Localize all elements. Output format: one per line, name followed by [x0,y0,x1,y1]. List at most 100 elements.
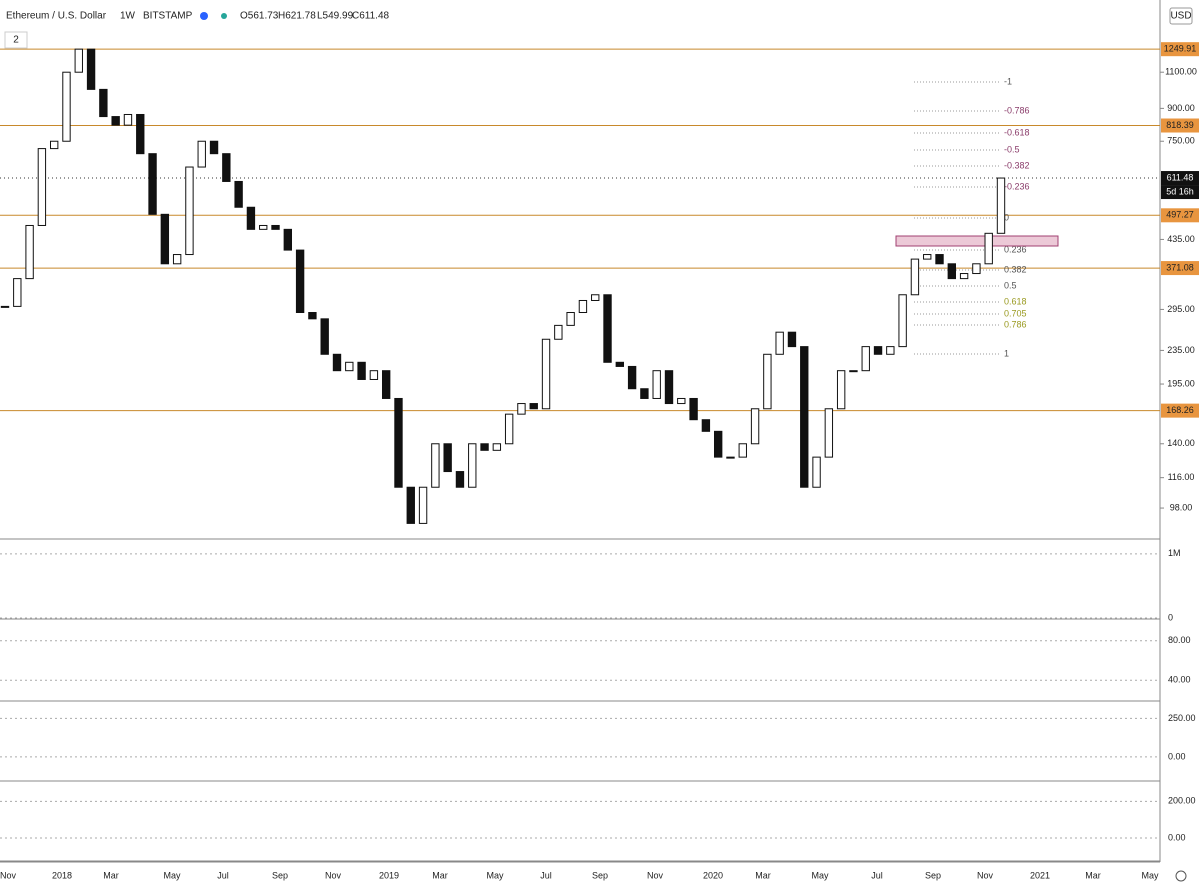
fib-label: 0.236 [1004,244,1027,254]
candle-body [836,370,846,410]
candle-body [517,403,526,415]
x-tick-label: Jul [217,870,229,880]
candle-body [750,408,760,445]
candle-body [259,224,268,230]
y-tick-label: 98.00 [1170,502,1193,512]
fib-label: -0.236 [1004,181,1030,191]
pane-button[interactable] [4,31,28,49]
candle-body [591,294,600,301]
x-tick-label: May [811,870,829,880]
x-tick-label: Jul [871,870,883,880]
candle-body [713,430,723,458]
zone [895,235,1059,247]
candle-body [345,361,354,372]
level-label-bg [1161,42,1199,57]
y-tick-label: 200.00 [1168,796,1196,806]
settings-icon[interactable] [1175,870,1187,882]
candle-body [775,331,784,355]
candle-body [726,456,735,459]
candle-body [566,312,575,326]
fib-label: -0.382 [1004,160,1030,170]
x-tick-label: Mar [432,870,448,880]
candle-body [74,48,83,73]
candle-body [861,346,870,372]
x-tick-label: Jul [540,870,552,880]
candle-body [37,148,47,226]
level-label: 371.08 [1166,262,1194,272]
level-label-bg [1161,261,1199,276]
x-tick-label: May [163,870,181,880]
fib-label: 0.382 [1004,264,1027,274]
currency[interactable]: USD [1170,11,1191,22]
x-tick-label: 2020 [703,870,723,880]
candle-body [886,346,895,355]
candle-body [246,206,256,230]
pane-count[interactable]: 2 [13,35,19,46]
candle-body [25,224,34,280]
ohlc-value: O561.73 [240,11,279,22]
price-axis-bg [1160,0,1200,891]
candle-body [972,263,981,275]
fib-label: 0.5 [1004,280,1017,290]
y-tick-label: 0.00 [1168,832,1186,842]
status-icon [200,12,208,20]
candle-body [996,177,1006,234]
x-tick-label: 2019 [379,870,399,880]
candle-body [504,413,514,445]
x-tick-label: 2021 [1030,870,1050,880]
y-tick-label: 40.00 [1168,675,1191,685]
candle-body [209,140,219,155]
candle-body [738,443,747,458]
candle-body [111,116,120,126]
y-tick-label: 0 [1168,612,1173,622]
candle-body [283,228,293,251]
level-label: 818.39 [1166,120,1194,130]
candle-body [381,370,391,399]
candle-body [910,258,920,296]
candle-body [148,153,157,215]
candle-body [812,456,821,488]
candle-body [86,48,96,90]
y-tick-label: 750.00 [1167,136,1195,146]
candle-body [320,318,329,355]
candle-body [406,486,415,524]
fib-label: -0.786 [1004,105,1030,115]
candle-body [849,370,858,373]
x-tick-label: Sep [925,870,941,880]
ohlc-value: C611.48 [352,11,390,22]
candle-body [136,113,145,155]
candle-body [123,113,133,126]
x-tick-label: Sep [592,870,608,880]
currency-button[interactable] [1169,7,1193,25]
y-tick-label: 116.00 [1168,472,1195,482]
fib-label: -1 [1004,76,1012,86]
x-tick-label: Mar [103,870,119,880]
candle-body [443,443,452,473]
candle-body [603,294,612,363]
countdown: 5d 16h [1166,186,1194,196]
candle-body [701,419,711,432]
y-tick-label: 195.00 [1167,378,1195,388]
fib-label: 1 [1004,348,1009,358]
candle-body [455,471,465,488]
fib-label: 0 [1004,212,1009,222]
candle-body [480,443,489,451]
level-label-bg [1161,208,1199,223]
candle-body [984,232,993,265]
y-tick-label: 1M [1168,548,1181,558]
candle-body [935,254,944,265]
fib-label: 0.786 [1004,319,1027,329]
candle-body [0,305,10,308]
x-tick-label: Nov [647,870,664,880]
candle-body [271,224,280,230]
status-icon [221,13,227,19]
candle-body [923,254,932,260]
candle-body [418,486,428,524]
candle-body [49,140,59,150]
interval: 1W [120,11,136,22]
y-tick-label: 295.00 [1167,304,1195,314]
candle-body [898,294,907,348]
candle-body [492,443,502,451]
candle-body [369,370,379,380]
x-tick-label: Sep [272,870,288,880]
